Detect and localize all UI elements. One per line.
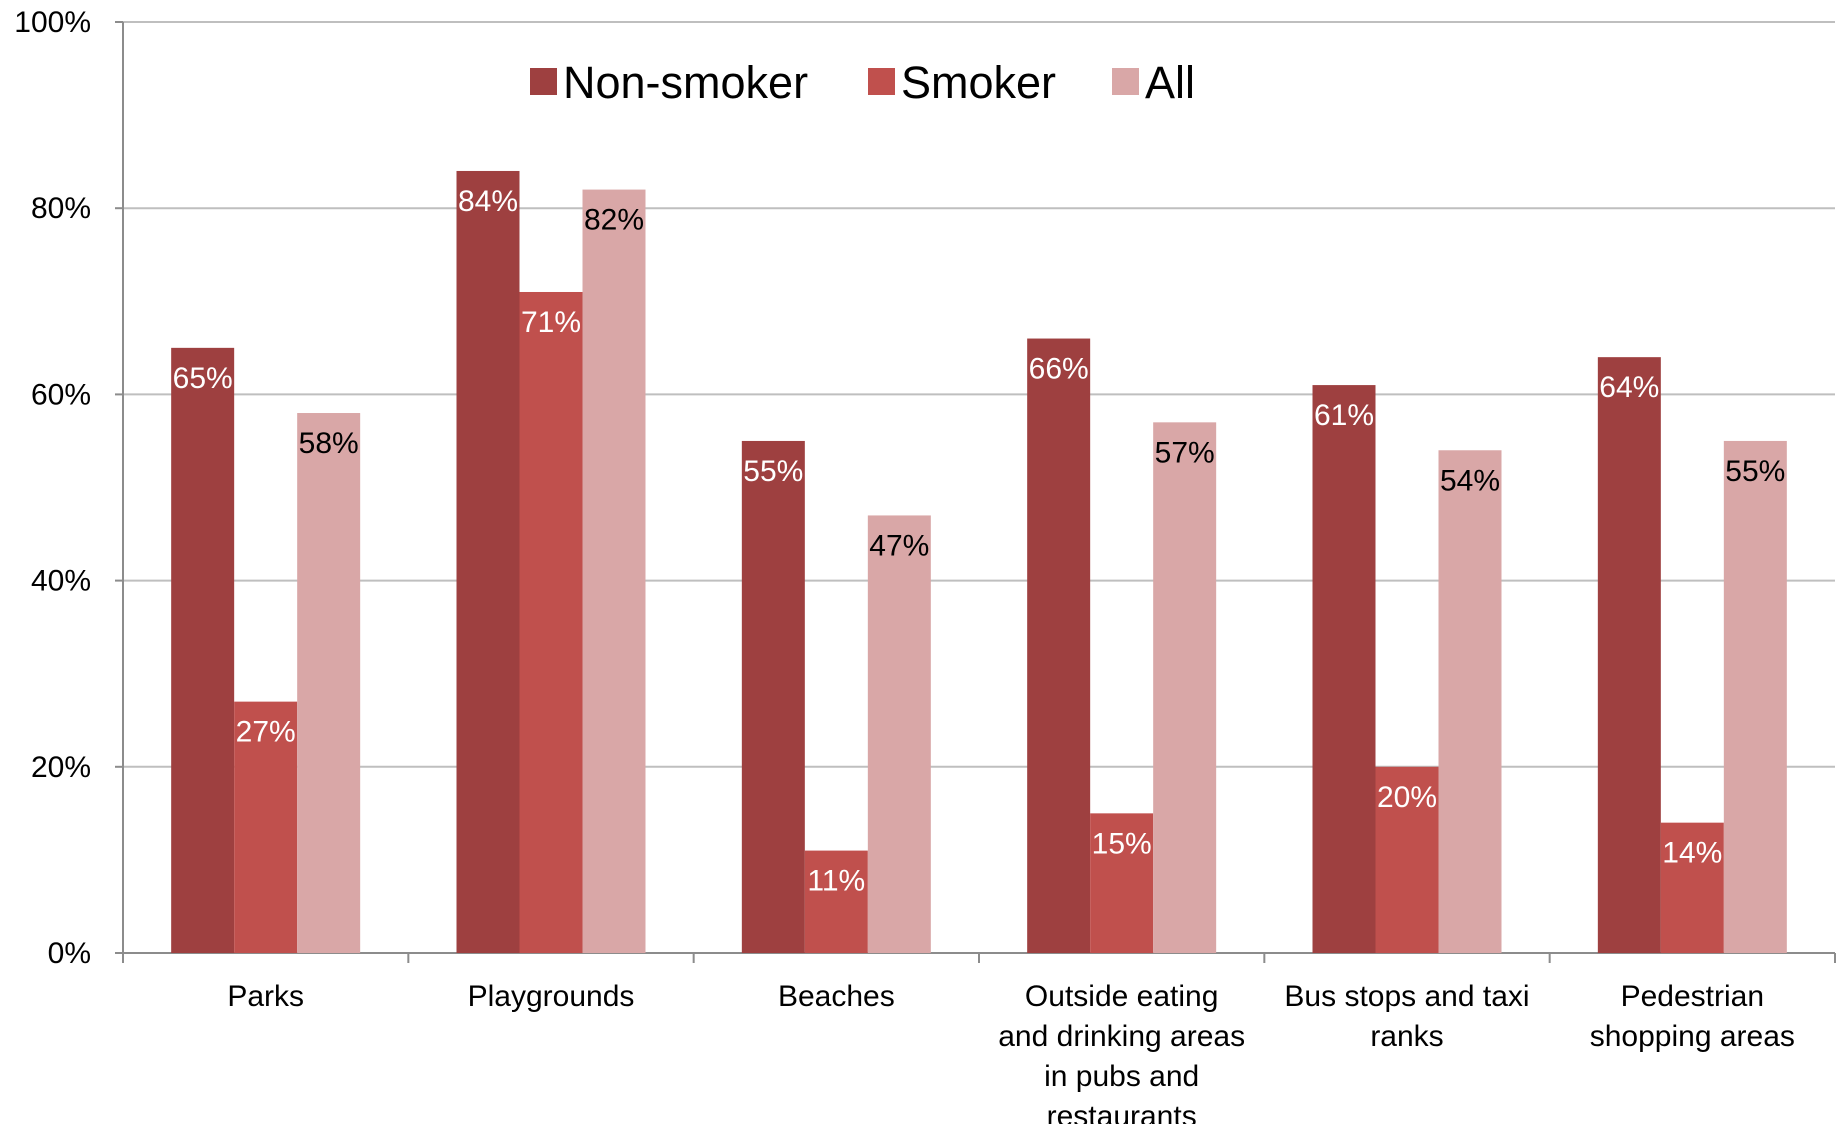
data-label: 71% <box>521 306 581 339</box>
x-category-label: Pedestrian shopping areas <box>1590 980 1795 1053</box>
data-label: 66% <box>1029 353 1089 386</box>
bar <box>804 850 868 953</box>
data-label: 57% <box>1155 436 1215 469</box>
data-label: 15% <box>1092 827 1152 860</box>
x-category-label-line: Parks <box>227 980 304 1013</box>
x-category-label: Bus stops and taxi ranks <box>1284 980 1529 1053</box>
bar <box>741 440 805 953</box>
data-label: 61% <box>1314 399 1374 432</box>
y-tick-label: 0% <box>48 937 91 970</box>
legend-swatch <box>530 68 557 95</box>
x-category-label-line: and drinking areas <box>998 1020 1245 1053</box>
bar <box>867 515 931 953</box>
legend-label: Smoker <box>901 57 1056 108</box>
data-label: 14% <box>1662 837 1722 870</box>
bar <box>1438 450 1502 953</box>
data-label: 11% <box>807 865 865 898</box>
y-tick-label: 100% <box>14 6 91 39</box>
bar <box>1027 338 1091 953</box>
legend-label: All <box>1145 57 1195 108</box>
bar <box>1090 813 1154 953</box>
legend-swatch <box>868 68 895 95</box>
x-category-label-line: Playgrounds <box>468 980 635 1013</box>
y-tick-label: 60% <box>31 378 91 411</box>
x-category-label-line: Pedestrian <box>1621 980 1764 1013</box>
data-label: 64% <box>1599 371 1659 404</box>
x-category-label-line: shopping areas <box>1590 1020 1795 1053</box>
data-label: 58% <box>299 427 359 460</box>
bar <box>1375 766 1439 953</box>
x-category-label: Playgrounds <box>468 980 635 1013</box>
data-label: 47% <box>869 529 929 562</box>
bar <box>234 701 298 953</box>
y-tick-label: 80% <box>31 192 91 225</box>
x-category-label-line: in pubs and <box>1044 1060 1199 1093</box>
x-category-label-line: Beaches <box>778 980 895 1013</box>
legend-label: Non-smoker <box>563 57 808 108</box>
data-label: 65% <box>173 362 233 395</box>
x-category-label-line: Bus stops and taxi <box>1284 980 1529 1013</box>
bar <box>1597 357 1661 953</box>
data-label: 27% <box>236 716 296 749</box>
x-category-label: Outside eating and drinking areas in pubs … <box>998 980 1245 1124</box>
x-category-label-line: Outside eating <box>1025 980 1218 1013</box>
y-tick-label: 40% <box>31 565 91 598</box>
x-category-label-line: ranks <box>1370 1020 1443 1053</box>
bar <box>519 291 583 953</box>
bar <box>1153 422 1217 954</box>
bar <box>297 413 361 953</box>
bar <box>1660 822 1724 953</box>
bar <box>456 170 520 953</box>
data-label: 55% <box>743 455 803 488</box>
x-category-label: Parks <box>227 980 304 1013</box>
data-label: 54% <box>1440 464 1500 497</box>
data-label: 55% <box>1725 455 1785 488</box>
data-label: 20% <box>1377 781 1437 814</box>
y-tick-label: 20% <box>31 751 91 784</box>
bar <box>1312 385 1376 954</box>
x-category-label-line: restaurants <box>1047 1100 1197 1124</box>
bar <box>582 189 646 953</box>
x-category-label: Beaches <box>778 980 895 1013</box>
data-label: 84% <box>458 185 518 218</box>
data-label: 82% <box>584 204 644 237</box>
bar <box>1723 440 1787 953</box>
bar <box>171 347 235 954</box>
legend-swatch <box>1112 68 1139 95</box>
